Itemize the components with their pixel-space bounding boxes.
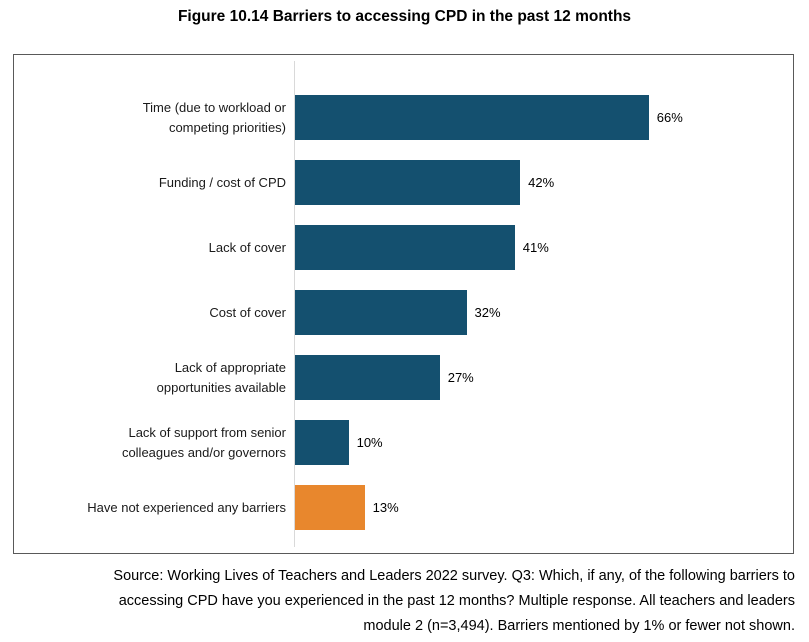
value-label: 10% (356, 435, 383, 450)
bar-row: Time (due to workload or competing prior… (14, 85, 793, 150)
source-note-line-1: Source: Working Lives of Teachers and Le… (113, 568, 795, 584)
value-label: 13% (372, 500, 399, 515)
bar-row: Funding / cost of CPD 42% (14, 150, 793, 215)
chart-plot-area: Time (due to workload or competing prior… (13, 54, 794, 554)
bar-track: 10% (295, 420, 793, 465)
bar-track: 13% (295, 485, 793, 530)
category-label: Lack of appropriate opportunities availa… (156, 359, 286, 395)
figure-title: Figure 10.14 Barriers to accessing CPD i… (177, 8, 632, 25)
value-label: 66% (656, 110, 683, 125)
bar-track: 66% (295, 95, 793, 140)
bar-rows: Time (due to workload or competing prior… (14, 85, 793, 540)
y-axis-line (294, 61, 295, 547)
bar-track: 42% (295, 160, 793, 205)
category-label: Funding / cost of CPD (158, 174, 286, 190)
source-note-line-3: module 2 (n=3,494). Barriers mentioned b… (363, 618, 795, 634)
category-label: Time (due to workload or competing prior… (142, 99, 286, 135)
source-note-line-2: accessing CPD have you experienced in th… (118, 593, 795, 609)
bar (295, 225, 515, 270)
value-label: 41% (522, 240, 549, 255)
category-label: Lack of cover (208, 239, 286, 255)
bar (295, 290, 467, 335)
value-label: 42% (528, 175, 555, 190)
bar-row: Lack of support from senior colleagues a… (14, 410, 793, 475)
bar-row: Cost of cover 32% (14, 280, 793, 345)
category-label: Lack of support from senior colleagues a… (121, 424, 286, 460)
bar-row: Have not experienced any barriers 13% (14, 475, 793, 540)
category-label: Have not experienced any barriers (87, 499, 286, 515)
bar-row: Lack of appropriate opportunities availa… (14, 345, 793, 410)
bar (295, 355, 440, 400)
value-label: 27% (447, 370, 474, 385)
bar (295, 485, 365, 530)
bar-track: 27% (295, 355, 793, 400)
bar (295, 420, 349, 465)
bar (295, 95, 649, 140)
source-note: Source: Working Lives of Teachers and Le… (14, 564, 795, 639)
value-label: 32% (474, 305, 501, 320)
category-label: Cost of cover (209, 304, 286, 320)
bar-track: 41% (295, 225, 793, 270)
bar (295, 160, 521, 205)
bar-track: 32% (295, 290, 793, 335)
bar-row: Lack of cover 41% (14, 215, 793, 280)
